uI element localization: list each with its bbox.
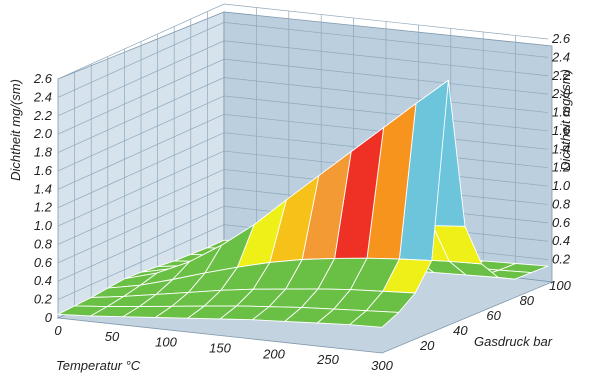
y-tick-label: 60 bbox=[486, 308, 501, 323]
grid-line-z bbox=[57, 3, 549, 80]
z-tick-label-left: 0 bbox=[45, 310, 53, 325]
z-tick-label-left: 1.8 bbox=[34, 145, 53, 160]
tick-labels: 0 50 100 150 200 250 300 20 40 60 80 100 0 0.2 0.4 0.6 0… bbox=[33, 31, 572, 373]
y-tick-label: 100 bbox=[549, 278, 571, 293]
z-tick-label-right: 1.8 bbox=[552, 105, 571, 120]
z-tick-label-right: 1.2 bbox=[552, 160, 571, 175]
surface-cell bbox=[57, 305, 108, 317]
x-tick-label: 250 bbox=[316, 352, 339, 367]
z-tick-label-left: 0.6 bbox=[34, 255, 53, 270]
z-tick-label-left: 2.4 bbox=[33, 89, 52, 104]
x-tick-label: 0 bbox=[54, 323, 62, 338]
z-axis-label-right: Dichtheit mg/(sm) bbox=[558, 69, 573, 171]
z-tick-label-right: 1.6 bbox=[552, 123, 571, 138]
surface-mesh bbox=[57, 79, 549, 328]
z-tick-label-right: 0.4 bbox=[552, 233, 570, 248]
z-axis-label-left: Dichtheit mg/(sm) bbox=[8, 79, 23, 181]
grid-line-z bbox=[57, 40, 549, 117]
z-tick-label-left: 0.2 bbox=[34, 292, 53, 307]
x-tick-label: 100 bbox=[155, 335, 177, 350]
z-tick-label-right: 2.0 bbox=[551, 86, 571, 101]
y-tick-label: 20 bbox=[419, 338, 435, 353]
z-tick-label-left: 0.8 bbox=[34, 236, 53, 251]
x-tick-label: 150 bbox=[209, 341, 231, 356]
grid-line-z bbox=[57, 22, 549, 98]
grid-line-z bbox=[57, 58, 549, 135]
z-tick-label-left: 2.0 bbox=[33, 126, 53, 141]
z-tick-label-right: 0.8 bbox=[552, 196, 571, 211]
x-tick-label: 50 bbox=[105, 329, 120, 344]
y-tick-label: 40 bbox=[453, 323, 468, 338]
z-tick-label-left: 2.2 bbox=[33, 108, 53, 123]
z-tick-label-left: 1.4 bbox=[34, 181, 52, 196]
z-tick-label-left: 0.4 bbox=[34, 273, 52, 288]
x-axis-label: Temperatur °C bbox=[56, 358, 141, 373]
z-tick-label-right: 2.6 bbox=[551, 31, 571, 46]
y-axis-label: Gasdruck bar bbox=[474, 334, 553, 349]
z-tick-label-right: 0.6 bbox=[552, 215, 571, 230]
z-tick-label-left: 2.6 bbox=[33, 71, 53, 86]
x-tick-label: 300 bbox=[371, 358, 393, 373]
y-tick-label: 80 bbox=[520, 293, 535, 308]
z-tick-label-left: 1.6 bbox=[34, 163, 53, 178]
z-tick-label-right: 1.4 bbox=[552, 141, 570, 156]
z-tick-label-right: 2.2 bbox=[551, 68, 571, 83]
z-tick-label-right: 1.0 bbox=[552, 178, 571, 193]
z-tick-label-right: 0.2 bbox=[552, 252, 571, 267]
x-tick-label: 200 bbox=[262, 346, 285, 361]
z-tick-label-left: 1.0 bbox=[34, 218, 53, 233]
z-tick-label-left: 1.2 bbox=[34, 200, 53, 215]
z-tick-label-right: 2.4 bbox=[551, 49, 570, 64]
